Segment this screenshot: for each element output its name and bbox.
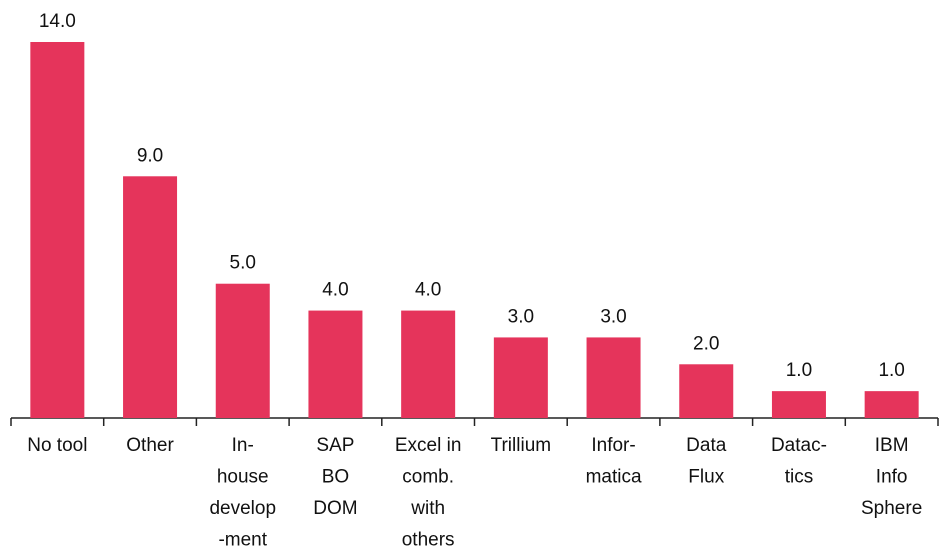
bar xyxy=(308,310,363,418)
bar xyxy=(493,337,548,418)
x-tick-label-line: Flux xyxy=(688,467,724,488)
x-tick-label-line: others xyxy=(402,530,455,551)
bar xyxy=(771,391,826,418)
x-tick-label-line: BO xyxy=(322,467,349,488)
x-tick-label: IBM Info Sphere xyxy=(861,435,922,519)
x-tick-label-line: develop xyxy=(209,498,276,519)
x-tick-label-line: Info xyxy=(876,467,908,488)
value-label: 4.0 xyxy=(322,280,348,301)
x-tick-label: SAP BO DOM xyxy=(313,435,357,519)
bar xyxy=(30,42,85,418)
x-tick-label-line: DOM xyxy=(313,498,357,519)
x-tick-label-line: -ment xyxy=(218,530,267,551)
bar xyxy=(679,364,734,418)
x-tick-label-line: Excel in xyxy=(395,435,462,456)
value-label: 4.0 xyxy=(415,280,441,301)
bar xyxy=(215,283,270,418)
x-tick-label-line: SAP xyxy=(316,435,354,456)
x-tick-label-line: Other xyxy=(126,435,174,456)
bar xyxy=(864,391,919,418)
x-tick-label: Infor-matica xyxy=(586,435,642,488)
value-label: 2.0 xyxy=(693,333,719,354)
x-tick-label-line: comb. xyxy=(402,467,454,488)
value-label: 5.0 xyxy=(230,253,256,274)
x-tick-label: No tool xyxy=(27,435,87,456)
bar xyxy=(401,310,456,418)
value-label: 3.0 xyxy=(508,306,534,327)
x-tick-label-line: Trillium xyxy=(491,435,552,456)
x-tick-label-line: In- xyxy=(232,435,254,456)
x-tick-label-line: tics xyxy=(785,467,814,488)
x-tick-label-line: house xyxy=(217,467,269,488)
x-tick-label-line: matica xyxy=(586,467,642,488)
x-tick-label: Excel in comb. with others xyxy=(395,435,462,551)
value-label: 14.0 xyxy=(39,11,76,32)
x-tick-label-line: with xyxy=(410,498,445,519)
x-tick-label: Data Flux xyxy=(686,435,727,488)
value-label: 3.0 xyxy=(600,306,626,327)
x-tick-label: Other xyxy=(126,435,174,456)
x-tick-label: In-house develop -ment xyxy=(209,435,276,551)
value-label: 1.0 xyxy=(786,360,812,381)
bar xyxy=(586,337,641,418)
x-tick-label: Datac-tics xyxy=(771,435,827,488)
x-tick-label-line: IBM xyxy=(875,435,909,456)
value-label: 1.0 xyxy=(878,360,904,381)
x-tick-label-line: Infor- xyxy=(591,435,635,456)
x-tick-label-line: Data xyxy=(686,435,727,456)
value-label: 9.0 xyxy=(137,145,163,166)
x-tick-label-line: Sphere xyxy=(861,498,922,519)
bar xyxy=(123,176,178,418)
x-tick-label-line: Datac- xyxy=(771,435,827,456)
x-tick-label: Trillium xyxy=(491,435,552,456)
x-tick-label-line: No tool xyxy=(27,435,87,456)
